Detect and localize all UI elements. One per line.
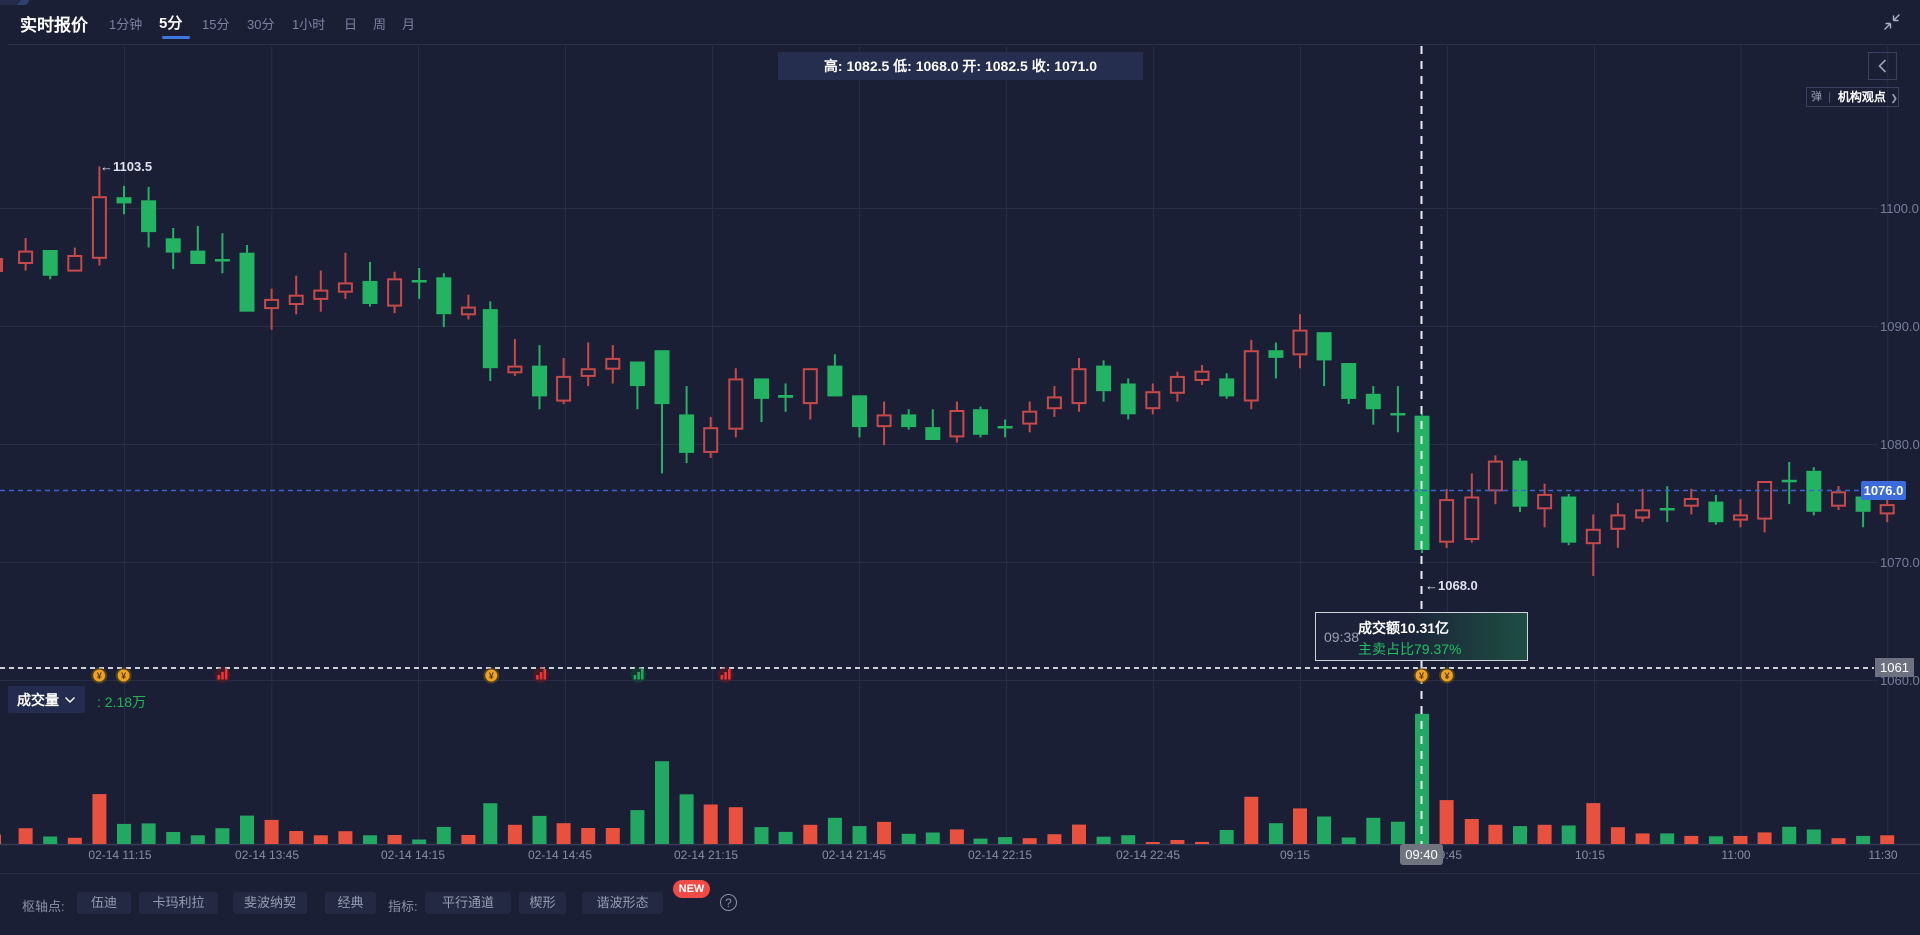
svg-text:¥: ¥ (1444, 671, 1449, 681)
svg-text:¥: ¥ (1419, 671, 1424, 681)
svg-text:¥: ¥ (489, 671, 494, 681)
svg-text:¥: ¥ (97, 671, 102, 681)
svg-text:¥: ¥ (121, 671, 126, 681)
